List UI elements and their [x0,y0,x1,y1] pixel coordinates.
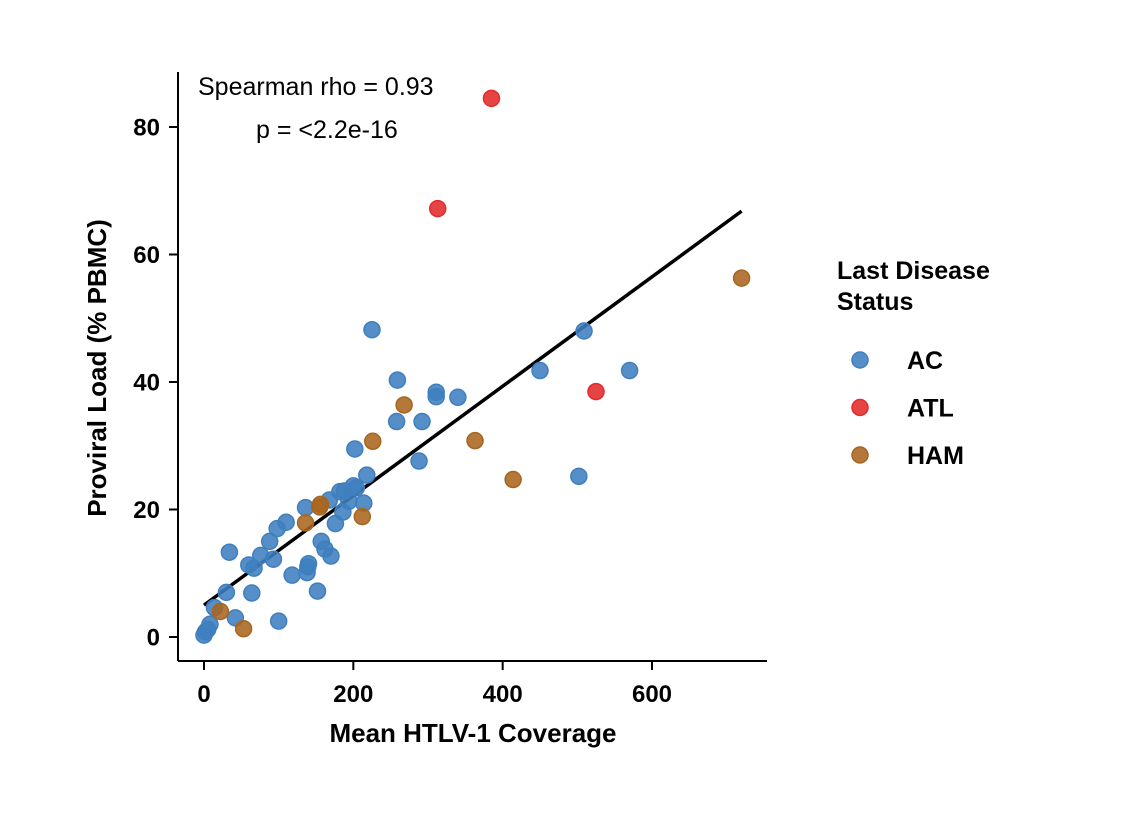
data-point-ac [575,322,593,340]
y-tick-label: 20 [133,497,160,524]
legend-label-ac: AC [907,347,943,375]
legend: Last Disease Status AC ATL HAM [837,257,990,470]
legend-label-ham: HAM [907,442,964,470]
data-point-ac [269,612,288,630]
data-point-ac [243,584,261,602]
legend-label-atl: ATL [907,395,954,423]
data-point-ac [220,543,239,561]
x-tick-label: 400 [483,681,523,708]
y-axis-title: Proviral Load (% PBMC) [82,219,112,517]
data-point-ac [410,452,428,470]
data-point-atl [587,382,605,401]
annotation-p-value: p = <2.2e-16 [256,116,398,144]
legend-key-ac [851,351,869,369]
data-point-ham [311,495,330,514]
data-point-ac [283,566,301,584]
data-point-ac [347,479,366,497]
x-tick-label: 200 [333,681,373,708]
data-point-ac [264,550,283,568]
fit-line [202,209,743,607]
data-point-ham [234,619,253,638]
axes [177,72,767,662]
legend-key-atl [851,398,869,417]
data-point-ac [358,466,376,484]
y-tick-label: 0 [147,625,160,652]
data-point-ac [201,615,219,633]
points [195,89,751,644]
data-point-ac [620,361,639,380]
data-point-ac [531,361,549,380]
data-point-ac [363,320,381,339]
data-point-ac [277,513,295,531]
data-point-ham [504,470,522,489]
data-point-ac [346,440,364,458]
data-point-atl [482,89,501,108]
legend-key-ham [851,446,869,464]
annotation-rho: Spearman rho = 0.93 [198,73,434,101]
y-tick-label: 80 [133,115,160,142]
y-tick-label: 60 [133,242,160,269]
data-point-ham [395,396,413,414]
x-tick-label: 600 [632,681,672,708]
data-point-ac [322,547,340,565]
ticks: 0 200 400 600 0 20 40 60 80 [133,115,672,709]
data-point-ac [217,583,236,602]
legend-title-line-2: Status [837,288,913,316]
legend-title-line-1: Last Disease [837,257,990,285]
data-point-ac [388,371,407,389]
data-point-ac [413,412,431,431]
data-point-ham [466,431,484,450]
data-point-ac [449,388,467,407]
legend-items: AC ATL HAM [851,347,964,470]
fit-line-group [202,209,743,607]
data-point-ac [427,387,445,406]
data-point-ham [732,269,751,287]
y-tick-label: 40 [133,370,160,397]
data-point-ac [260,532,279,551]
x-tick-label: 0 [197,681,210,708]
data-point-ac [308,582,327,600]
data-point-ham [363,432,382,451]
data-point-ac [299,554,318,573]
data-point-ac [387,412,406,431]
data-point-ac [570,467,588,486]
x-axis-title: Mean HTLV-1 Coverage [329,718,616,748]
data-point-atl [428,199,447,218]
data-point-ham [296,514,315,532]
data-point-ham [353,507,372,526]
data-point-ham [211,602,230,621]
